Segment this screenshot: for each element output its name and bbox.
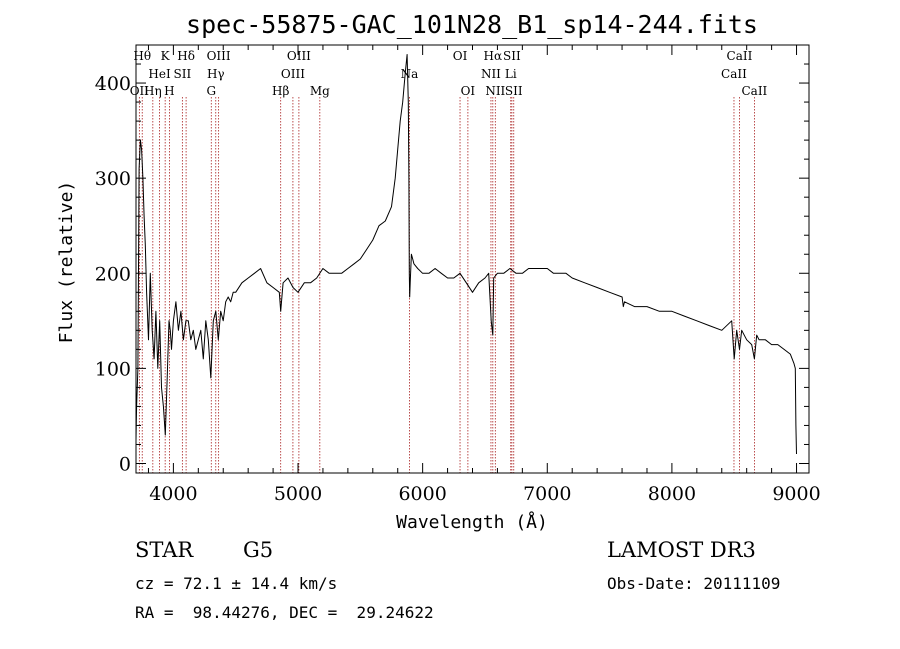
survey-name: LAMOST DR3 xyxy=(607,538,756,562)
x-tick-label: 6000 xyxy=(398,483,446,505)
object-class: STAR xyxy=(135,538,194,562)
y-tick-label: 0 xyxy=(119,453,131,475)
x-tick-label: 8000 xyxy=(648,483,696,505)
y-axis-label: Flux (relative) xyxy=(56,181,77,344)
ra-dec-coordinates: RA = 98.44276, DEC = 29.24622 xyxy=(135,603,434,622)
line-marker-label: NII xyxy=(485,84,505,98)
line-marker-label: SII xyxy=(503,49,521,63)
axis-ticks: 4000 5000 6000 7000 8000 9000 0 100 200 300 400 xyxy=(95,45,821,505)
line-marker-label: Na xyxy=(401,67,419,81)
line-marker-label: OIII xyxy=(287,49,311,63)
line-marker-label: Hη xyxy=(144,84,162,98)
object-subclass: G5 xyxy=(243,538,274,562)
x-tick-label: 9000 xyxy=(772,483,820,505)
line-marker-label: CaII xyxy=(721,67,747,81)
y-tick-label: 400 xyxy=(95,73,131,95)
line-marker-label: OII xyxy=(130,84,150,98)
line-marker-label: OI xyxy=(453,49,468,63)
plot-frame xyxy=(135,44,810,474)
spectrum-series xyxy=(135,54,797,455)
line-marker-label: H xyxy=(164,84,174,98)
x-axis-label: Wavelength (Å) xyxy=(396,511,548,533)
line-marker-label: SII xyxy=(174,67,192,81)
line-marker-label: OIII xyxy=(281,67,305,81)
y-tick-label: 300 xyxy=(95,168,131,190)
x-tick-label: 7000 xyxy=(523,483,571,505)
line-marker-label: K xyxy=(161,49,171,63)
x-tick-label: 5000 xyxy=(274,483,322,505)
line-marker-label: SII xyxy=(505,84,523,98)
redshift-cz: cz = 72.1 ± 14.4 km/s xyxy=(135,574,338,593)
y-tick-label: 200 xyxy=(95,263,131,285)
x-tick-label: 4000 xyxy=(149,483,197,505)
line-marker-label: Hδ xyxy=(177,49,195,63)
line-marker-label: Li xyxy=(505,67,517,81)
line-marker-label: CaII xyxy=(727,49,753,63)
line-marker-label: HeI xyxy=(148,67,171,81)
observation-date: Obs-Date: 20111109 xyxy=(607,574,781,593)
line-marker-label: G xyxy=(206,84,216,98)
line-marker-label: Hθ xyxy=(133,49,151,63)
chart-title: spec-55875-GAC_101N28_B1_sp14-244.fits xyxy=(186,10,758,39)
line-marker-label: Mg xyxy=(310,84,330,98)
line-marker-label: Hα xyxy=(484,49,503,63)
line-marker-label: OIII xyxy=(207,49,231,63)
y-tick-label: 100 xyxy=(95,358,131,380)
line-marker-label: NII xyxy=(481,67,501,81)
line-marker-label: CaII xyxy=(741,84,767,98)
line-markers: OIIHθHηHeIKHSIIHδGHγOIIIHβOIIIOIIIMgNaOI… xyxy=(130,49,768,473)
line-marker-label: Hγ xyxy=(207,67,225,81)
line-marker-label: OI xyxy=(461,84,476,98)
line-marker-label: Hβ xyxy=(272,84,289,98)
spectrum-line-0 xyxy=(135,54,797,455)
